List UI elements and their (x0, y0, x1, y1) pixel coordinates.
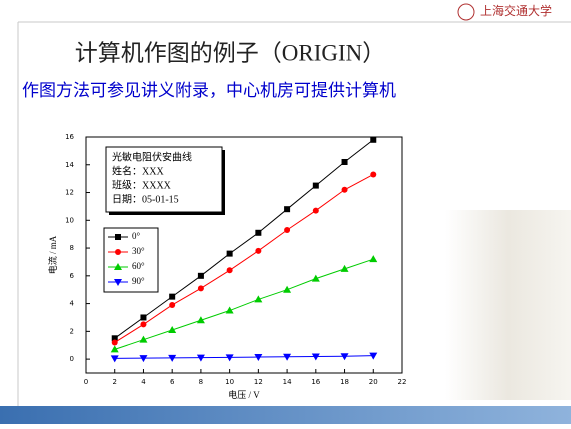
marker (283, 353, 292, 361)
x-tick-label: 14 (283, 378, 292, 386)
x-tick-label: 0 (84, 378, 88, 386)
marker (226, 250, 233, 257)
annotation-text: 班级：XXXX (112, 179, 172, 191)
footer-bar (0, 406, 571, 424)
y-tick-label: 2 (70, 327, 74, 335)
chart: 0 2 4 6 8 10 12 14 16 18 20 22 0 2 4 6 8 10 12 14 16 电压 / V 电流… (47, 133, 406, 400)
slide-subtitle: 作图方法可参见讲义附录，中心机房可提供计算机 (22, 81, 396, 101)
marker (110, 355, 119, 363)
marker (312, 207, 319, 214)
series-line (114, 174, 374, 343)
marker (284, 206, 291, 213)
marker (369, 255, 378, 263)
marker (168, 325, 177, 333)
marker (311, 353, 320, 361)
marker (370, 136, 377, 143)
x-tick-label: 20 (369, 378, 378, 386)
marker (196, 316, 205, 324)
plot-frame (85, 136, 403, 374)
legend-label: 0° (132, 231, 141, 241)
x-tick-label: 6 (170, 378, 175, 386)
x-axis-label: 电压 / V (228, 389, 260, 400)
marker (115, 249, 121, 255)
x-tick-label: 16 (311, 378, 320, 386)
y-tick-label: 10 (65, 216, 74, 224)
annotation-text: 姓名：XXX (112, 164, 164, 177)
marker (197, 272, 204, 279)
marker (311, 274, 320, 282)
legend-label: 90° (132, 276, 145, 286)
marker (196, 354, 205, 362)
marker (169, 301, 176, 308)
slide-title: 计算机作图的例子（ORIGIN） (75, 40, 386, 65)
logo-emblem (457, 3, 475, 21)
legend-box (103, 227, 159, 293)
marker (312, 182, 319, 189)
marker (340, 353, 349, 361)
y-tick-label: 14 (65, 161, 74, 169)
marker (340, 264, 349, 272)
building-decoration (445, 210, 571, 400)
marker (341, 186, 348, 193)
marker (369, 352, 378, 360)
x-tick-label: 8 (199, 378, 203, 386)
marker (341, 158, 348, 165)
marker (254, 295, 263, 303)
x-tick-label: 2 (112, 378, 116, 386)
y-tick-label: 6 (70, 272, 75, 280)
marker (115, 234, 121, 240)
legend-label: 30° (132, 246, 145, 256)
marker (255, 229, 262, 236)
annotation-text: 日期：05-01-15 (112, 193, 179, 205)
marker (226, 267, 233, 274)
x-tick-label: 18 (340, 378, 349, 386)
x-tick-label: 10 (225, 378, 234, 386)
legend-label: 60° (132, 261, 145, 271)
marker (255, 247, 262, 254)
marker (197, 285, 204, 292)
marker (168, 354, 177, 362)
y-tick-label: 8 (70, 244, 74, 252)
annotation-box (105, 146, 223, 213)
series-line (114, 139, 374, 339)
marker (139, 355, 148, 363)
marker (254, 354, 263, 362)
marker (139, 335, 148, 343)
series-line (114, 258, 374, 350)
marker (110, 345, 119, 353)
marker (114, 279, 122, 286)
y-axis-label: 电流 / mA (47, 235, 58, 274)
logo-text: 上海交通大学 (480, 3, 552, 18)
marker (114, 263, 122, 270)
marker (169, 293, 176, 300)
marker (140, 314, 147, 321)
marker (140, 321, 147, 328)
x-tick-label: 22 (398, 378, 407, 386)
marker (284, 227, 291, 234)
marker (111, 339, 118, 346)
y-tick-label: 12 (65, 189, 74, 197)
x-tick-label: 12 (254, 378, 263, 386)
marker (111, 335, 118, 342)
y-tick-label: 0 (70, 355, 74, 363)
marker (225, 354, 234, 362)
y-tick-label: 4 (70, 300, 75, 308)
series-line (114, 355, 374, 359)
marker (370, 171, 377, 178)
marker (283, 285, 292, 293)
y-tick-label: 16 (65, 133, 74, 141)
marker (225, 306, 234, 314)
annotation-text: 光敏电阻伏安曲线 (112, 150, 192, 163)
x-tick-label: 4 (141, 378, 146, 386)
